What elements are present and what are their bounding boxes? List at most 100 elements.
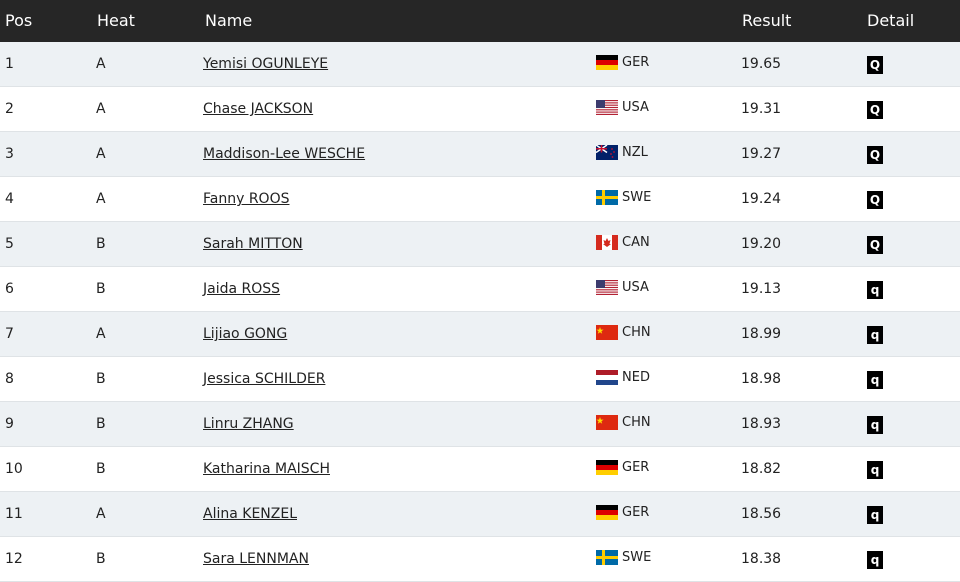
athlete-name-link[interactable]: Linru ZHANG — [203, 416, 294, 432]
table-row: 4 A Fanny ROOS SWE 19.24 Q — [0, 177, 960, 222]
country-code: USA — [622, 280, 649, 295]
column-header: Pos — [5, 11, 33, 30]
table-row: 1 A Yemisi OGUNLEYE GER 19.65 Q — [0, 42, 960, 87]
heat-cell: B — [96, 461, 106, 477]
heat-cell: A — [96, 101, 106, 117]
athlete-name-link[interactable]: Chase JACKSON — [203, 101, 314, 117]
result-cell: 18.99 — [741, 326, 782, 342]
qualification-badge: q — [867, 326, 883, 344]
flag-icon — [596, 190, 618, 205]
result-cell: 18.82 — [741, 461, 782, 477]
result-cell: 19.65 — [741, 56, 782, 72]
athlete-name-link[interactable]: Sara LENNMAN — [203, 551, 309, 567]
pos-cell: 1 — [5, 56, 14, 72]
heat-cell: A — [96, 506, 106, 522]
result-cell: 19.20 — [741, 236, 782, 252]
heat-cell: A — [96, 326, 106, 342]
athlete-name-link[interactable]: Katharina MAISCH — [203, 461, 330, 477]
heat-cell: B — [96, 281, 106, 297]
country-code: GER — [622, 460, 650, 475]
pos-cell: 5 — [5, 236, 14, 252]
athlete-name-link[interactable]: Sarah MITTON — [203, 236, 303, 252]
flag-icon — [596, 325, 618, 340]
flag-icon — [596, 100, 618, 115]
pos-cell: 2 — [5, 101, 14, 117]
heat-cell: A — [96, 146, 106, 162]
qualification-badge: Q — [867, 236, 883, 254]
flag-icon — [596, 145, 618, 160]
country-code: SWE — [622, 190, 652, 205]
heat-cell: A — [96, 56, 106, 72]
athlete-name-link[interactable]: Alina KENZEL — [203, 506, 297, 522]
athlete-name-link[interactable]: Yemisi OGUNLEYE — [203, 56, 329, 72]
country-code: GER — [622, 505, 650, 520]
pos-cell: 6 — [5, 281, 14, 297]
qualification-badge: Q — [867, 191, 883, 209]
table-header: Pos Heat Name Result Detail — [0, 0, 960, 42]
pos-cell: 8 — [5, 371, 14, 387]
country-code: CAN — [622, 235, 650, 250]
table-row: 7 A Lijiao GONG CHN 18.99 q — [0, 312, 960, 357]
column-header: Detail — [867, 11, 915, 30]
qualification-badge: Q — [867, 101, 883, 119]
result-cell: 19.24 — [741, 191, 782, 207]
flag-icon — [596, 280, 618, 295]
qualification-badge: q — [867, 551, 883, 569]
flag-icon — [596, 460, 618, 475]
result-cell: 18.38 — [741, 551, 782, 567]
athlete-name-link[interactable]: Jaida ROSS — [203, 281, 281, 297]
country-code: SWE — [622, 550, 652, 565]
athlete-name-link[interactable]: Maddison-Lee WESCHE — [203, 146, 366, 162]
qualification-badge: Q — [867, 56, 883, 74]
qualification-badge: q — [867, 506, 883, 524]
column-header: Heat — [97, 11, 135, 30]
flag-icon — [596, 550, 618, 565]
pos-cell: 3 — [5, 146, 14, 162]
heat-cell: B — [96, 551, 106, 567]
pos-cell: 11 — [5, 506, 23, 522]
country-code: GER — [622, 55, 650, 70]
country-code: CHN — [622, 325, 651, 340]
result-cell: 18.93 — [741, 416, 782, 432]
column-header: Name — [205, 11, 253, 30]
country-code: NZL — [622, 145, 648, 160]
athlete-name-link[interactable]: Fanny ROOS — [203, 191, 290, 207]
result-cell: 19.31 — [741, 101, 782, 117]
table-row: 9 B Linru ZHANG CHN 18.93 q — [0, 402, 960, 447]
pos-cell: 10 — [5, 461, 23, 477]
table-row: 5 B Sarah MITTON CAN 19.20 Q — [0, 222, 960, 267]
table-row: 12 B Sara LENNMAN SWE 18.38 q — [0, 537, 960, 582]
athlete-name-link[interactable]: Lijiao GONG — [203, 326, 288, 342]
heat-cell: B — [96, 416, 106, 432]
flag-icon — [596, 370, 618, 385]
athlete-name-link[interactable]: Jessica SCHILDER — [203, 371, 326, 387]
flag-icon — [596, 55, 618, 70]
pos-cell: 4 — [5, 191, 14, 207]
pos-cell: 9 — [5, 416, 14, 432]
result-cell: 19.13 — [741, 281, 782, 297]
result-cell: 18.56 — [741, 506, 782, 522]
country-code: USA — [622, 100, 649, 115]
qualification-badge: Q — [867, 146, 883, 164]
pos-cell: 12 — [5, 551, 23, 567]
qualification-badge: q — [867, 461, 883, 479]
qualification-badge: q — [867, 281, 883, 299]
flag-icon — [596, 235, 618, 250]
table-row: 10 B Katharina MAISCH GER 18.82 q — [0, 447, 960, 492]
qualification-badge: q — [867, 371, 883, 389]
heat-cell: A — [96, 191, 106, 207]
result-cell: 19.27 — [741, 146, 782, 162]
country-code: NED — [622, 370, 650, 385]
table-row: 3 A Maddison-Lee WESCHE NZL 19.27 Q — [0, 132, 960, 177]
flag-icon — [596, 415, 618, 430]
flag-icon — [596, 505, 618, 520]
heat-cell: B — [96, 371, 106, 387]
table-row: 2 A Chase JACKSON USA 19.31 Q — [0, 87, 960, 132]
qualification-badge: q — [867, 416, 883, 434]
country-code: CHN — [622, 415, 651, 430]
table-row: 6 B Jaida ROSS USA 19.13 q — [0, 267, 960, 312]
heat-cell: B — [96, 236, 106, 252]
result-cell: 18.98 — [741, 371, 782, 387]
column-header: Result — [742, 11, 792, 30]
